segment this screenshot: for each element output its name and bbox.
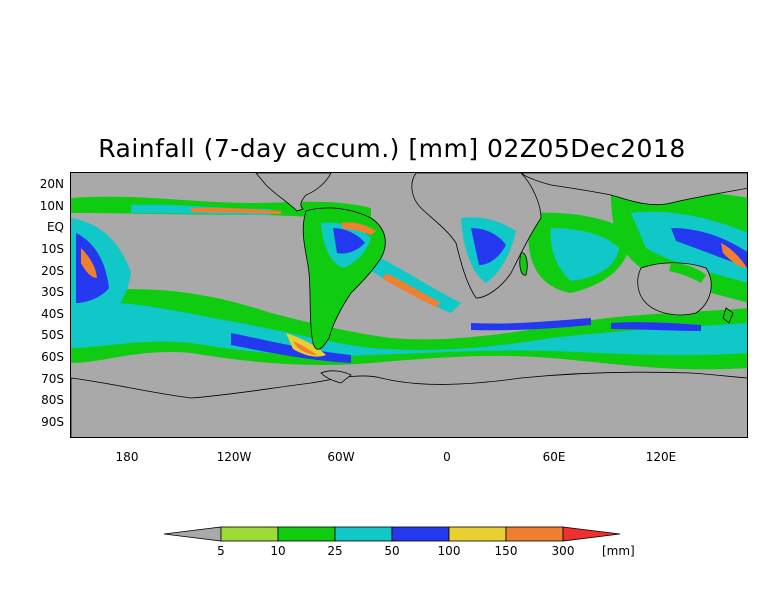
legend-label-100: 100 [437,544,461,558]
lat-label-20s: 20S [41,264,64,278]
legend-label-5: 5 [217,544,225,558]
lat-label-30s: 30S [41,285,64,299]
legend-label-25: 25 [327,544,343,558]
legend-swatch-above [562,526,621,542]
lat-label-90s: 90S [41,415,64,429]
lat-label-70s: 70S [41,372,64,386]
lon-label-60e: 60E [542,450,566,464]
lat-label-10s: 10S [41,242,64,256]
legend-label-300: 300 [551,544,575,558]
lon-label-120e: 120E [645,450,677,464]
legend-swatch-10-25 [277,526,336,542]
lat-label-40s: 40S [41,307,64,321]
legend-label-50: 50 [384,544,400,558]
legend-swatch-below [163,526,222,542]
legend-swatch-25-50 [334,526,393,542]
lon-label-120w: 120W [216,450,252,464]
lon-label-180: 180 [115,450,139,464]
legend-swatch-100-150 [448,526,507,542]
lat-label-20n: 20N [39,177,64,191]
legend-swatch-150-300 [505,526,564,542]
lat-label-80s: 80S [41,393,64,407]
legend-label-10: 10 [270,544,286,558]
land-masses [71,173,747,437]
legend-unit: [mm] [602,544,635,558]
legend-swatch-5-10 [220,526,279,542]
lat-label-50s: 50S [41,328,64,342]
lon-label-0: 0 [443,450,451,464]
map-title: Rainfall (7-day accum.) [mm] 02Z05Dec201… [98,134,686,163]
legend-swatch-50-100 [391,526,450,542]
lat-label-60s: 60S [41,350,64,364]
map-canvas [71,173,747,437]
rainfall-map [70,172,748,438]
rainfall-field [71,190,747,370]
legend-label-150: 150 [494,544,518,558]
lon-label-60w: 60W [327,450,355,464]
lat-label-eq: EQ [46,220,64,234]
lat-label-10n: 10N [39,199,64,213]
